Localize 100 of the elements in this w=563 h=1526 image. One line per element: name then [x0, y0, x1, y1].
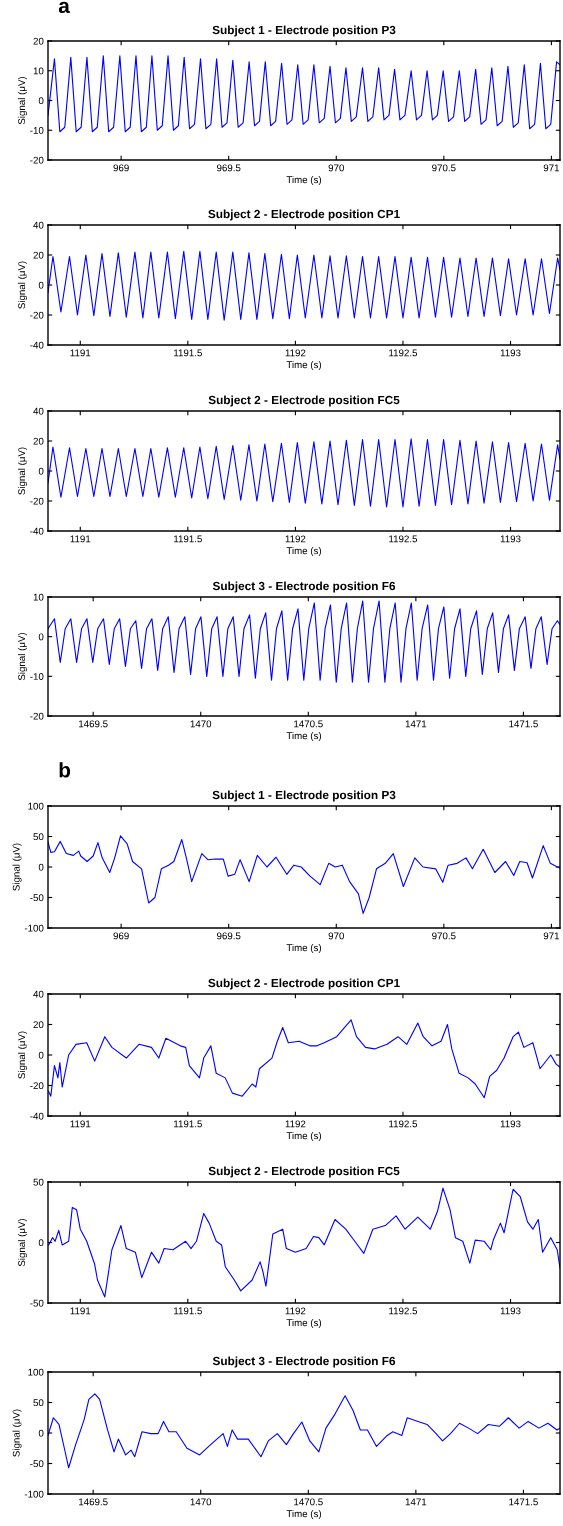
x-tick-label: 1191: [70, 349, 91, 357]
x-tick-label: 969.5: [217, 164, 241, 172]
x-tick-label: 1192: [285, 1307, 306, 1315]
x-tick-label: 969: [113, 164, 129, 172]
y-axis-title: Signal (μV): [17, 447, 28, 495]
x-tick-label: 1471: [405, 720, 427, 728]
y-tick-label: -10: [30, 673, 44, 680]
y-axis-title: Signal (μV): [17, 261, 28, 309]
x-tick-label: 1191.5: [174, 349, 202, 357]
x-tick-label: 1192.5: [389, 535, 418, 543]
y-tick-label: -50: [30, 1460, 44, 1468]
chart-title: Subject 2 - Electrode position FC5: [208, 395, 400, 407]
x-tick-label: 1471.5: [509, 720, 538, 728]
line-series: [48, 1393, 560, 1469]
x-axis-title: Time (s): [286, 1132, 322, 1142]
y-axis-title: Signal (μV): [17, 1218, 28, 1267]
y-tick-label: -40: [30, 1112, 44, 1120]
y-axis-title: Signal (μV): [12, 1409, 22, 1457]
x-tick-label: 1192: [285, 535, 306, 543]
y-tick-label: -50: [30, 894, 44, 902]
x-tick-label: 970.5: [432, 164, 456, 172]
y-tick-label: 20: [33, 437, 44, 445]
y-tick-label: 20: [33, 1021, 44, 1029]
y-tick-label: 0: [38, 97, 44, 105]
x-tick-label: 1470.5: [294, 720, 323, 728]
x-tick-label: 1193: [500, 1120, 521, 1128]
line-series: [48, 250, 560, 321]
x-tick-label: 1471: [405, 1498, 427, 1506]
x-axis-title: Time (s): [286, 361, 322, 371]
y-tick-label: 10: [33, 67, 44, 75]
x-tick-label: 1192.5: [389, 349, 418, 357]
y-tick-label: 50: [33, 833, 44, 841]
x-tick-label: 1470.5: [294, 1498, 323, 1506]
x-tick-label: 1192: [285, 349, 306, 357]
x-tick-label: 1191: [70, 1307, 91, 1315]
text: a: [58, 1, 70, 14]
y-axis-title: Signal (μV): [17, 1031, 28, 1079]
x-tick-label: 1193: [500, 1307, 521, 1315]
y-tick-label: -20: [30, 1082, 44, 1090]
x-tick-label: 1191: [70, 535, 91, 543]
x-tick-label: 1469.5: [79, 1498, 108, 1506]
line-series: [48, 1187, 560, 1298]
x-tick-label: 1191.5: [174, 1307, 202, 1315]
x-axis-title: Time (s): [286, 944, 322, 954]
x-tick-label: 970: [328, 164, 344, 172]
y-tick-label: 20: [33, 251, 44, 259]
y-tick-label: -20: [30, 156, 44, 164]
y-tick-label: 50: [33, 1178, 44, 1186]
x-tick-label: 1191.5: [174, 1120, 202, 1128]
y-axis-title: Signal (μV): [17, 632, 28, 681]
chart-title: Subject 2 - Electrode position CP1: [208, 209, 400, 221]
y-axis-title: Signal (μV): [12, 843, 22, 891]
x-tick-label: 1471.5: [509, 1498, 538, 1506]
x-tick-label: 969: [113, 932, 129, 940]
x-tick-label: 1191: [70, 1120, 91, 1128]
x-tick-label: 1193: [500, 349, 521, 357]
y-tick-label: 0: [38, 467, 44, 475]
x-tick-label: 970.5: [432, 932, 456, 940]
chart-title: Subject 2 - Electrode position CP1: [208, 978, 400, 990]
x-tick-label: 1192: [285, 1120, 306, 1128]
x-tick-label: 1470: [190, 720, 212, 728]
y-tick-label: 40: [33, 407, 44, 415]
chart-title: Subject 1 - Electrode position P3: [212, 25, 396, 37]
y-tick-label: 0: [38, 1051, 44, 1059]
y-tick-label: 100: [28, 802, 44, 810]
chart-title: Subject 3 - Electrode position F6: [212, 581, 396, 593]
chart-title: Subject 2 - Electrode position FC5: [208, 1166, 400, 1178]
x-tick-label: 1191.5: [174, 535, 202, 543]
x-tick-label: 1470: [190, 1498, 212, 1506]
line-series: [48, 55, 560, 133]
y-tick-label: -20: [30, 712, 44, 720]
x-axis-title: Time (s): [286, 176, 322, 186]
y-tick-label: 100: [28, 1368, 44, 1376]
x-tick-label: 1192.5: [389, 1120, 418, 1128]
y-tick-label: -10: [30, 126, 44, 134]
line-series: [48, 600, 560, 683]
x-tick-label: 1192.5: [389, 1307, 418, 1315]
x-tick-label: 970: [328, 932, 344, 940]
chart-title: Subject 3 - Electrode position F6: [212, 1356, 396, 1368]
y-tick-label: 0: [38, 1429, 44, 1437]
y-tick-label: 40: [33, 221, 44, 229]
y-tick-label: 0: [38, 863, 44, 871]
x-tick-label: 971: [543, 932, 560, 940]
x-axis-title: Time (s): [286, 1510, 322, 1520]
x-axis-title: Time (s): [286, 1319, 322, 1329]
y-tick-label: -20: [30, 497, 44, 505]
line-series: [48, 438, 560, 508]
y-tick-label: 0: [38, 281, 44, 289]
x-tick-label: 971: [543, 164, 560, 172]
y-tick-label: -100: [24, 924, 44, 932]
y-axis-title: Signal (μV): [17, 76, 28, 125]
x-tick-label: 969.5: [217, 932, 241, 940]
x-tick-label: 1193: [500, 535, 521, 543]
y-tick-label: -40: [30, 341, 44, 349]
x-tick-label: 1469.5: [79, 720, 108, 728]
chart-title: Subject 1 - Electrode position P3: [212, 790, 396, 802]
y-tick-label: 10: [33, 593, 44, 601]
x-axis-title: Time (s): [286, 547, 322, 557]
y-tick-label: 20: [33, 37, 44, 45]
y-tick-label: 50: [33, 1399, 44, 1407]
